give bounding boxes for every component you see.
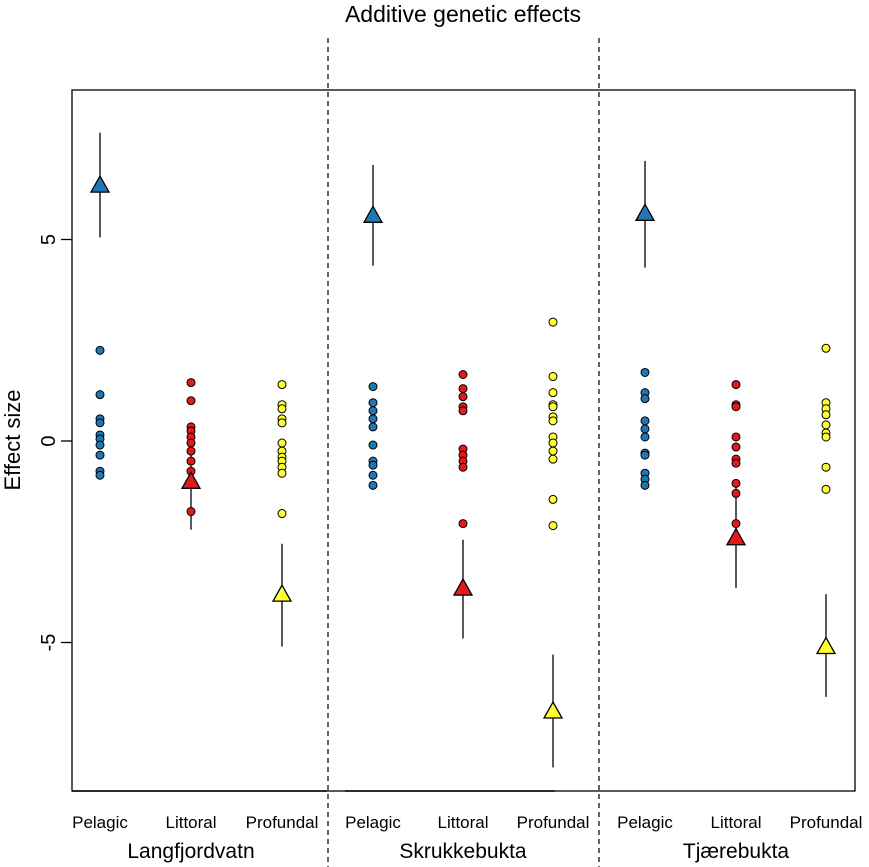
data-point <box>731 442 741 452</box>
data-point <box>368 406 378 416</box>
data-point <box>640 424 650 434</box>
x-tick-label: Pelagic <box>345 813 401 832</box>
mean-triangle <box>362 204 384 223</box>
y-tick-label: 0 <box>38 435 60 446</box>
data-point <box>548 494 558 504</box>
mean-triangle <box>452 577 474 596</box>
data-point <box>821 420 831 430</box>
chart-title: Additive genetic effects <box>345 1 581 27</box>
data-point <box>277 404 287 414</box>
x-tick-label: Littoral <box>710 813 761 832</box>
data-point <box>821 410 831 420</box>
x-tick-label: Profundal <box>246 813 319 832</box>
data-point <box>186 456 196 466</box>
mean-triangle <box>89 174 111 193</box>
data-point <box>458 384 468 394</box>
data-point <box>458 406 468 416</box>
data-point <box>731 478 741 488</box>
data-point <box>458 392 468 402</box>
mean-triangle <box>634 202 656 221</box>
data-point <box>368 422 378 432</box>
data-point <box>640 480 650 490</box>
data-point <box>368 460 378 470</box>
data-point <box>548 416 558 426</box>
data-point <box>458 519 468 529</box>
data-point <box>548 372 558 382</box>
data-point <box>368 414 378 424</box>
data-point <box>548 388 558 398</box>
data-point <box>640 432 650 442</box>
x-tick-label: Littoral <box>437 813 488 832</box>
data-point <box>186 396 196 406</box>
data-point <box>186 378 196 388</box>
data-point <box>458 370 468 380</box>
data-point <box>731 488 741 498</box>
data-point <box>821 343 831 353</box>
data-point <box>277 380 287 390</box>
data-point <box>368 470 378 480</box>
y-axis-label: Effect size <box>0 389 25 490</box>
mean-triangle <box>815 636 837 655</box>
data-point <box>277 418 287 428</box>
y-tick-label: 5 <box>38 234 60 245</box>
x-tick-label: Profundal <box>517 813 590 832</box>
data-point <box>368 440 378 450</box>
data-point <box>95 390 105 400</box>
data-point <box>821 462 831 472</box>
data-point <box>458 462 468 472</box>
data-point <box>731 402 741 412</box>
data-point <box>548 402 558 412</box>
data-point <box>548 317 558 327</box>
data-point <box>186 507 196 517</box>
y-tick-label: -5 <box>38 634 60 652</box>
x-tick-label: Pelagic <box>617 813 673 832</box>
data-point <box>821 484 831 494</box>
data-point <box>731 519 741 529</box>
data-point <box>640 416 650 426</box>
data-point <box>95 418 105 428</box>
data-point <box>640 367 650 377</box>
mean-triangle <box>180 470 202 489</box>
mean-triangle <box>542 700 564 719</box>
data-point <box>277 438 287 448</box>
mean-triangle <box>725 527 747 546</box>
data-point <box>731 432 741 442</box>
x-tick-label: Profundal <box>790 813 863 832</box>
marks <box>89 132 837 768</box>
data-point <box>277 468 287 478</box>
data-point <box>277 509 287 519</box>
data-point <box>548 454 558 464</box>
data-point <box>640 394 650 404</box>
data-point <box>368 382 378 392</box>
x-tick-label: Pelagic <box>72 813 128 832</box>
axes: -5 0 5 Langfjordvatn Pelagic Littoral Profunda… <box>38 38 862 867</box>
data-point <box>731 380 741 390</box>
group-label: Tjærebukta <box>683 840 790 863</box>
group-label: Skrukkebukta <box>399 840 527 863</box>
data-point <box>548 521 558 531</box>
x-tick-label: Littoral <box>165 813 216 832</box>
data-point <box>731 458 741 468</box>
mean-triangle <box>271 583 293 602</box>
data-point <box>186 446 196 456</box>
data-point <box>95 440 105 450</box>
data-point <box>640 450 650 460</box>
data-point <box>95 345 105 355</box>
data-point <box>548 438 558 448</box>
data-point <box>368 480 378 490</box>
data-point <box>368 398 378 408</box>
data-point <box>95 470 105 480</box>
data-point <box>95 450 105 460</box>
data-point <box>821 432 831 442</box>
data-point <box>548 446 558 456</box>
group-label: Langfjordvatn <box>127 840 254 863</box>
data-point <box>186 438 196 448</box>
